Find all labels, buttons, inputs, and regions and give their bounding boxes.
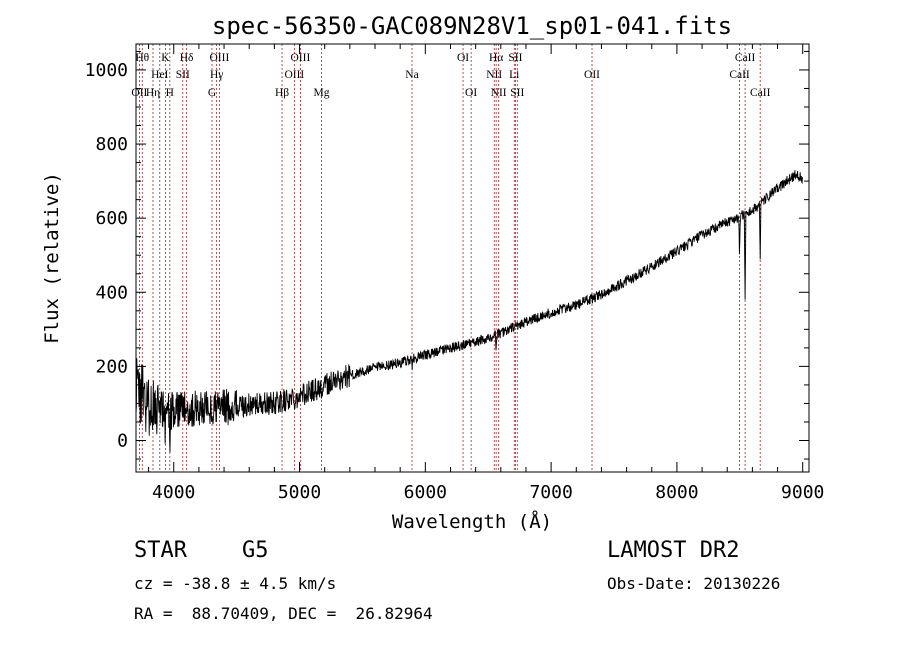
spectral-line-label: OIII: [284, 69, 304, 81]
spectral-line-label: G: [208, 87, 216, 99]
chart-title: spec-56350-GAC089N28V1_sp01-041.fits: [212, 12, 732, 40]
y-tick-label: 0: [117, 431, 128, 452]
plot-frame: [135, 43, 810, 473]
spectral-line-label: HeI: [151, 69, 168, 81]
spectral-line-label: Li: [509, 69, 519, 81]
spectral-line-label: Hδ: [180, 52, 194, 64]
spectral-line-label: H: [166, 87, 174, 99]
spectral-line-label: Na: [405, 69, 418, 81]
spectral-line-label: CaII: [735, 52, 756, 64]
spectral-line-label: Hα: [489, 52, 503, 64]
spectral-line-label: Hθ: [135, 52, 149, 64]
y-tick-label: 1000: [85, 60, 128, 81]
x-tick-label: 9000: [781, 482, 824, 503]
spectral-line-label: K: [161, 52, 170, 64]
spectral-line-labels: OIIHθHηHeIKSIIHHδGHγOIIIHβOIIIOIIIMgNaOI…: [131, 52, 770, 99]
spectral-line-label: OI: [465, 87, 477, 99]
spectral-line-label: CaII: [729, 69, 750, 81]
observation-date: Obs-Date: 20130226: [607, 574, 781, 593]
coordinates: RA = 88.70409, DEC = 26.82964: [134, 604, 433, 623]
redshift-cz: cz = -38.8 ± 4.5 km/s: [134, 574, 337, 593]
survey-name: LAMOST DR2: [607, 538, 740, 563]
x-tick-label: 7000: [529, 482, 572, 503]
x-axis: 4000 5000 6000 7000 8000 9000: [148, 44, 824, 503]
spectral-line-label: SII: [508, 52, 522, 64]
spectral-line-label: OII: [584, 69, 600, 81]
spectral-line-label: SII: [176, 69, 190, 81]
y-tick-label: 200: [95, 356, 128, 377]
spectral-line-label: Hβ: [275, 87, 289, 99]
spectrum-line: [135, 170, 803, 453]
spectral-line-label: SII: [510, 87, 524, 99]
spectral-line-label: NII: [491, 87, 507, 99]
y-axis: 0 200 400 600 800 1000: [85, 50, 809, 460]
spectral-line-label: Mg: [314, 87, 330, 99]
spectral-line-label: OI: [457, 52, 469, 64]
y-axis-label: Flux (relative): [41, 172, 63, 344]
x-tick-label: 5000: [278, 482, 321, 503]
spectral-line-label: Hη: [146, 87, 160, 99]
spectral-line-label: OIII: [210, 52, 230, 64]
x-axis-label: Wavelength (Å): [392, 510, 552, 533]
y-tick-label: 400: [95, 282, 128, 303]
spectral-line-label: CaII: [750, 87, 771, 99]
y-tick-label: 600: [95, 208, 128, 229]
object-subclass: G5: [242, 538, 269, 563]
object-class: STAR: [134, 538, 187, 563]
x-tick-label: 8000: [655, 482, 698, 503]
spectral-line-label: Hγ: [210, 69, 223, 81]
spectral-line-label: OIII: [291, 52, 311, 64]
x-tick-label: 4000: [152, 482, 195, 503]
y-tick-label: 800: [95, 134, 128, 155]
x-tick-label: 6000: [404, 482, 447, 503]
spectral-line-label: OII: [131, 87, 147, 99]
spectral-line-label: NII: [486, 69, 502, 81]
